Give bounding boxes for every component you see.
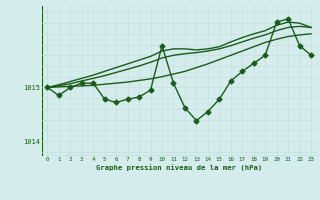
X-axis label: Graphe pression niveau de la mer (hPa): Graphe pression niveau de la mer (hPa): [96, 164, 262, 171]
